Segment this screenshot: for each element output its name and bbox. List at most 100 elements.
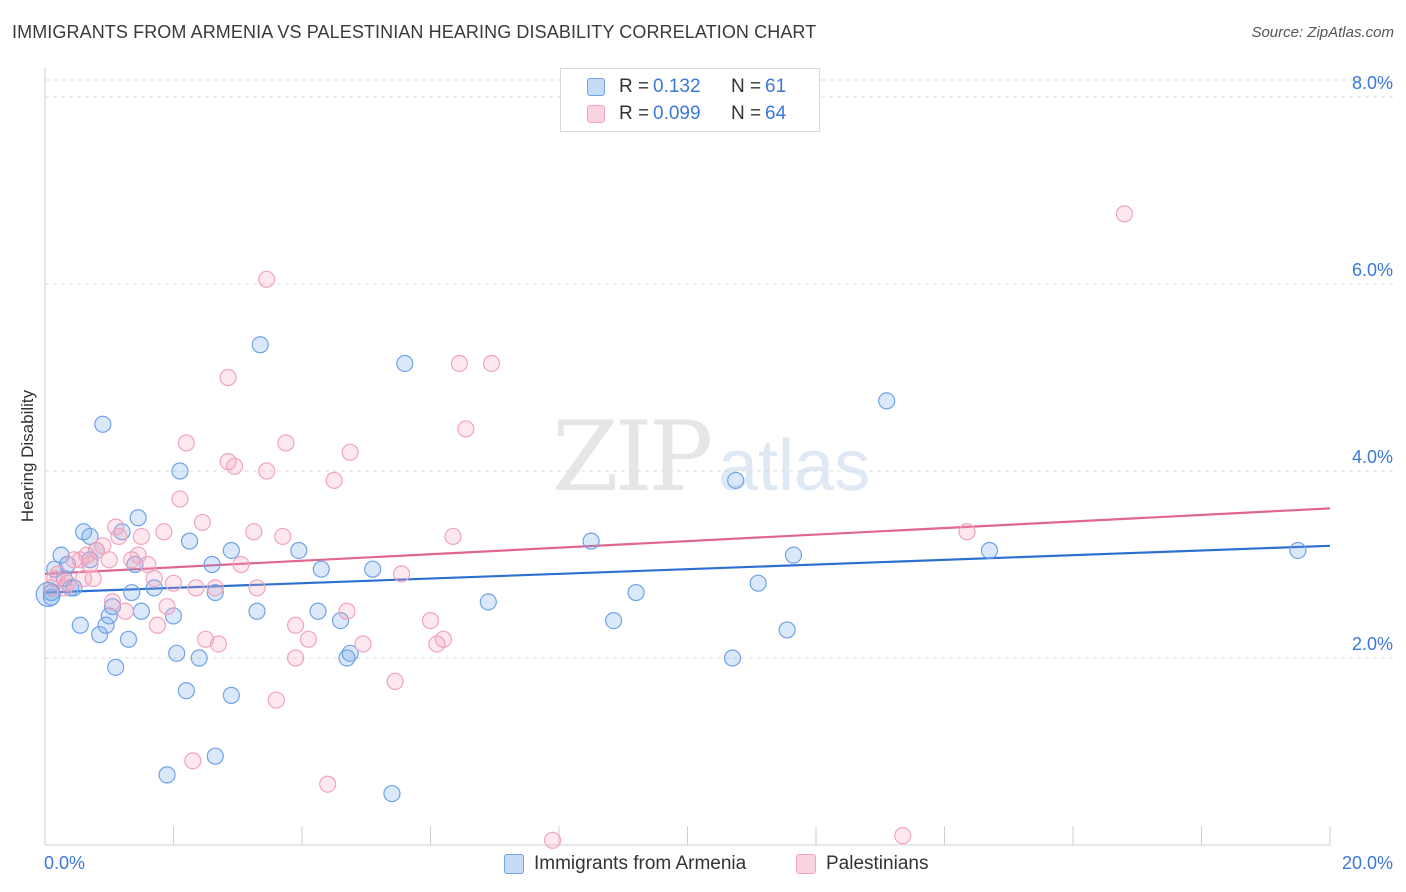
data-point [958,523,976,541]
r-label: R = [619,76,650,97]
data-point [543,831,562,849]
data-point [139,555,157,574]
data-point [103,593,122,611]
data-point [222,686,240,705]
data-point [171,490,189,508]
data-point [1289,541,1307,560]
data-point [444,527,462,546]
data-point [78,546,96,564]
stats-row-palestinians: R = 0.099 N = 64 [587,102,786,126]
data-point [197,630,215,648]
data-point [35,581,61,608]
data-point [421,611,440,630]
data-point [110,527,128,546]
y-tick-label: 4.0% [1352,447,1393,467]
data-point [383,784,401,803]
data-point [434,630,452,648]
data-point [248,602,266,620]
axes [44,68,1331,846]
data-point [784,546,803,564]
data-point [103,597,122,616]
data-point [331,611,350,630]
data-point [479,593,497,611]
data-point [52,546,70,564]
data-point [123,583,141,602]
data-point [91,626,109,644]
data-point [206,579,224,597]
data-point [164,574,183,592]
data-point [119,630,138,648]
series-palestinians-points [42,205,1134,849]
data-point [71,616,89,634]
r-value: 0.099 [653,103,701,124]
data-point [107,658,125,676]
grid-lines [45,79,1395,659]
data-point [878,392,896,410]
data-point [145,579,163,597]
armenia-swatch [587,78,605,96]
y-tick-label: 2.0% [1352,634,1393,654]
n-value: 64 [765,103,787,124]
data-point [177,682,195,700]
data-point [190,649,208,667]
data-point [94,537,112,555]
data-point [65,551,83,569]
data-point [778,621,796,639]
data-point [84,569,102,588]
data-point [338,649,356,667]
r-value: 0.132 [653,76,701,97]
data-point [258,462,276,480]
data-point [206,583,224,602]
data-point [219,368,237,387]
data-point [225,457,244,475]
y-tick-label: 6.0% [1352,260,1393,280]
data-point [203,555,221,574]
data-point [164,607,183,625]
data-point [132,602,150,620]
data-point [386,672,404,690]
data-point [177,434,195,452]
tick-labels: 2.0% 4.0% 6.0% 8.0% 0.0% 20.0% [44,73,1393,873]
data-point [251,336,269,354]
data-point [392,565,411,583]
data-point [267,691,285,709]
y-tick-label: 8.0% [1352,73,1393,93]
data-point [158,766,176,784]
data-point [482,354,501,373]
data-point [116,602,134,620]
data-point [107,518,125,536]
x-tick-label: 0.0% [44,853,85,873]
data-point [248,579,266,597]
data-point [74,569,93,588]
data-point [158,597,176,616]
data-point [81,555,99,574]
data-point [980,541,999,560]
palestinians-swatch [587,105,605,123]
data-point [286,649,305,667]
data-point [42,583,61,602]
data-point [274,527,292,546]
trend-line-armenia [44,544,1331,594]
data-point [126,555,144,574]
n-value: 61 [765,76,787,97]
data-point [171,462,189,480]
data-point [277,434,295,452]
data-point [258,270,276,288]
data-point [309,602,327,620]
data-point [206,747,224,765]
data-point [627,583,645,602]
data-point [290,541,308,560]
legend-item-palestinians: Palestinians [796,852,928,876]
n-label: N = [731,103,762,124]
data-point [319,775,337,793]
source-label: Source: ZipAtlas.com [1251,24,1394,41]
data-point [184,752,202,770]
chart-title: IMMIGRANTS FROM ARMENIA VS PALESTINIAN H… [12,22,817,42]
data-point [341,644,359,662]
stats-row-armenia: R = 0.132 N = 61 [587,75,786,99]
data-point [605,611,623,630]
data-point [457,420,475,438]
data-point [222,541,240,560]
data-point [42,579,61,597]
